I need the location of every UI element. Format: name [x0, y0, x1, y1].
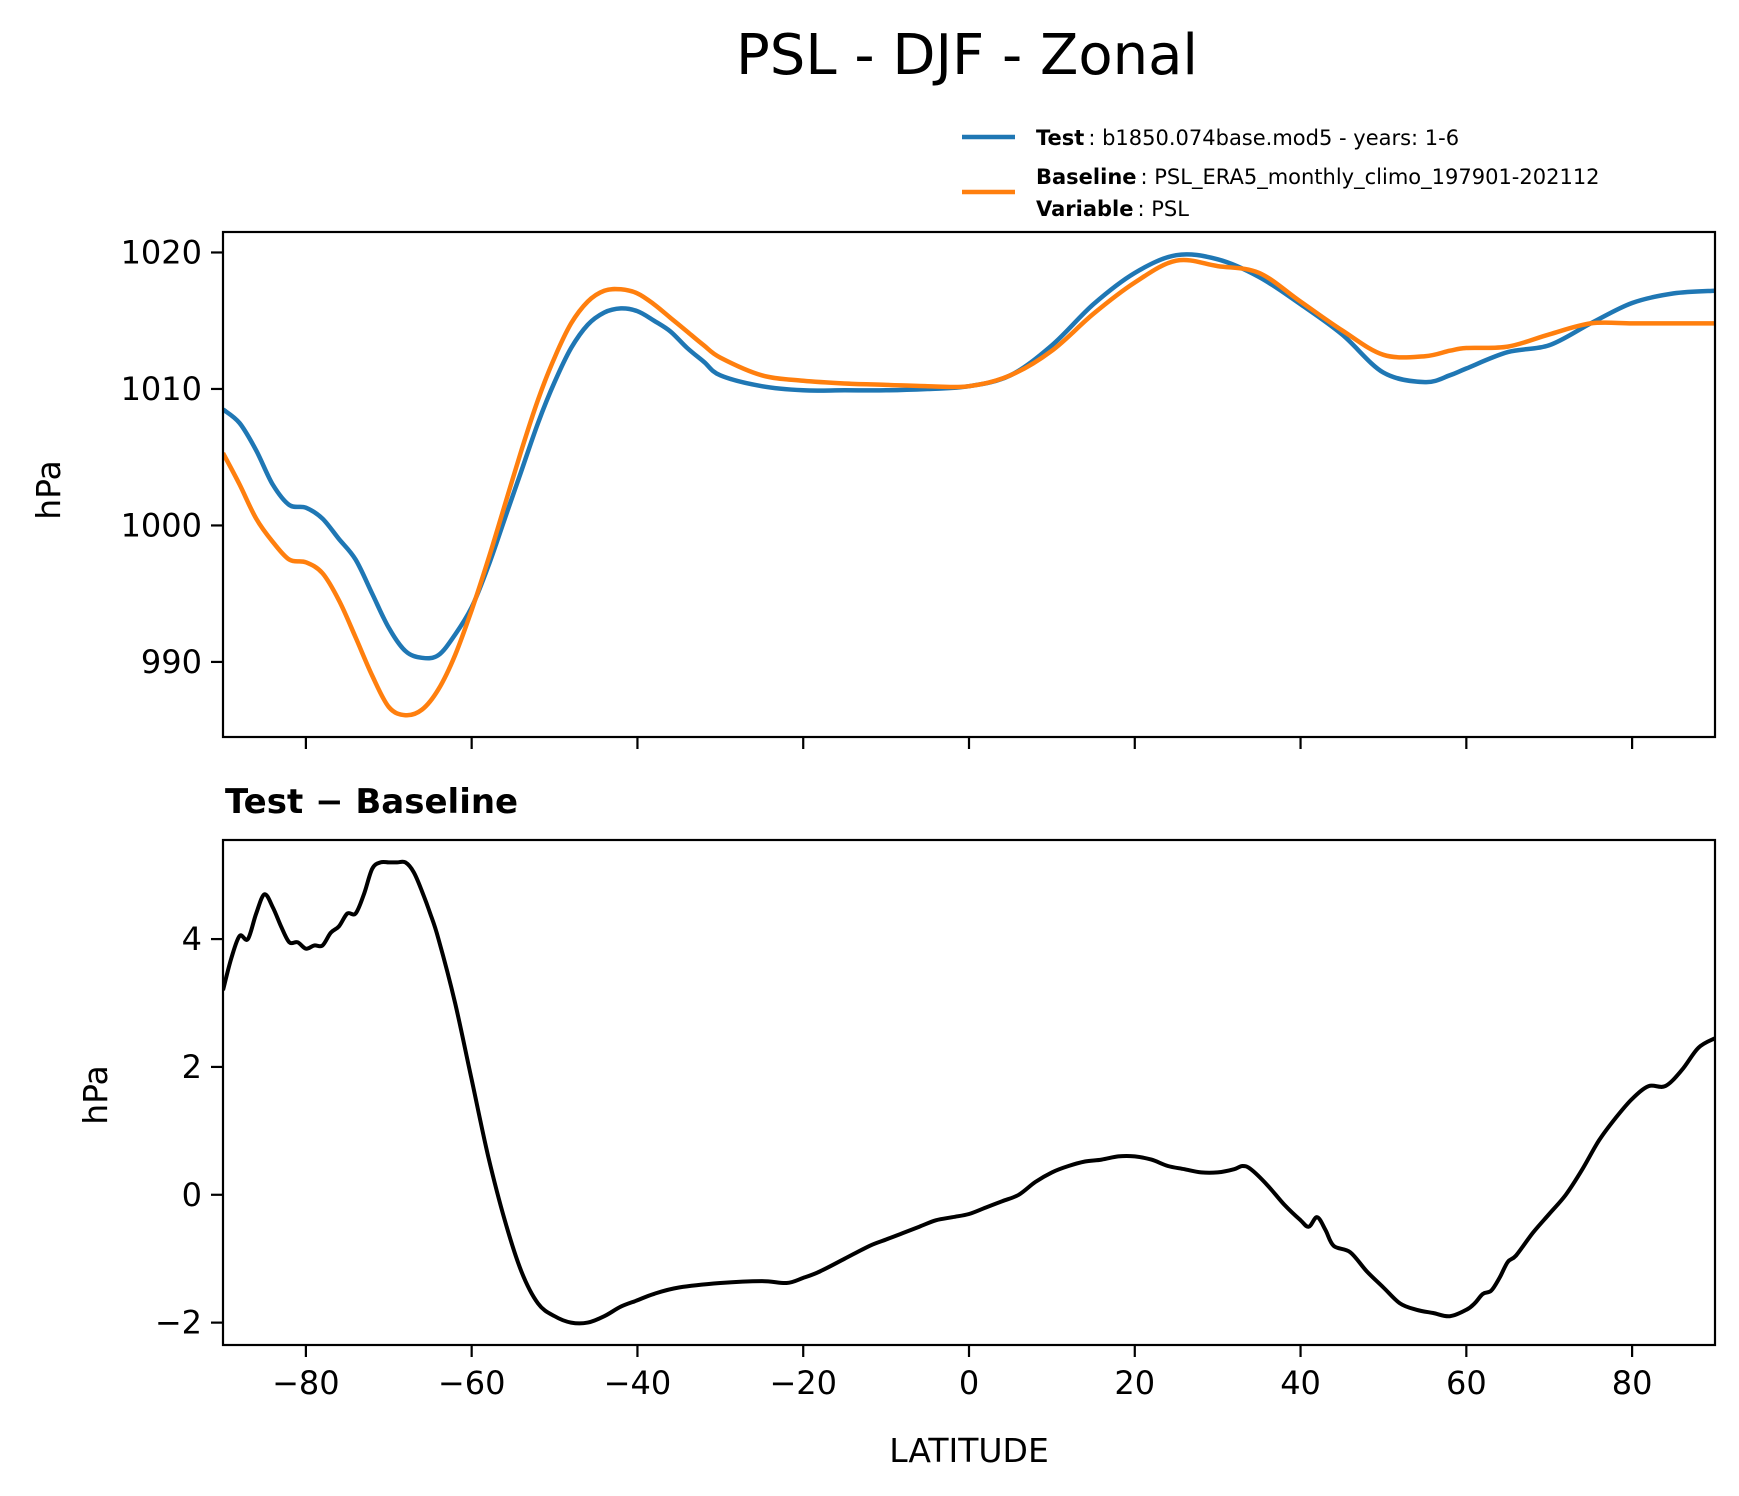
legend-key-baseline: Baseline — [1036, 165, 1137, 189]
top-series-layer — [223, 252, 1715, 718]
bottom-xtick-label: 60 — [1446, 1364, 1487, 1402]
bottom-xtick-label: 0 — [959, 1364, 979, 1402]
top-ytick-label: 1000 — [121, 506, 202, 544]
bottom-ytick-label: 2 — [182, 1048, 202, 1086]
plot-panel-bottom: Test − Baseline −80 −60 −40 −20 0 20 40 60 80−20… — [76, 782, 1717, 1470]
figure-title: PSL - DJF - Zonal — [736, 23, 1198, 88]
legend-label-baseline: Baseline: PSL_ERA5_monthly_climo_197901-… — [1036, 165, 1600, 190]
bottom-ylabel: hPa — [76, 1065, 115, 1125]
bottom-xtick-label: 80 — [1612, 1364, 1653, 1402]
legend: Test: b1850.074base.mod5 - years: 1-6 Ba… — [962, 126, 1600, 221]
legend-key-variable: Variable — [1036, 197, 1133, 221]
top-ytick-label: 990 — [141, 643, 202, 681]
legend-key-test: Test — [1036, 126, 1084, 150]
top-tick-layer: 990 1000 1010 1020 — [121, 233, 1634, 749]
bottom-subplot-title: Test − Baseline — [225, 782, 518, 822]
legend-label-variable: Variable: PSL — [1036, 197, 1189, 221]
legend-label-test: Test: b1850.074base.mod5 - years: 1-6 — [1036, 126, 1459, 150]
top-ytick-label: 1020 — [121, 233, 202, 271]
bottom-xtick-label: −60 — [438, 1364, 506, 1402]
bottom-xtick-label: −40 — [604, 1364, 672, 1402]
top-plot-frame — [221, 230, 1717, 739]
bottom-series-layer — [223, 859, 1715, 1326]
bottom-xtick-label: 40 — [1280, 1364, 1321, 1402]
top-ytick-label: 1010 — [121, 370, 202, 408]
bottom-ytick-label: 4 — [182, 920, 202, 958]
plot-panel-top: 990 1000 1010 1020 hPa — [29, 230, 1717, 749]
legend-value-baseline: : PSL_ERA5_monthly_climo_197901-202112 — [1141, 165, 1600, 190]
bottom-xtick-label: 20 — [1114, 1364, 1155, 1402]
bottom-plot-frame — [221, 838, 1717, 1347]
top-series-line-test — [223, 252, 1715, 661]
top-series-line-baseline — [223, 257, 1715, 718]
top-ylabel: hPa — [29, 460, 68, 520]
legend-value-test: : b1850.074base.mod5 - years: 1-6 — [1088, 126, 1459, 150]
bottom-series-line-test-baseline — [223, 859, 1715, 1326]
bottom-xtick-label: −80 — [272, 1364, 340, 1402]
legend-value-variable: : PSL — [1137, 197, 1189, 221]
bottom-ytick-label: 0 — [182, 1176, 202, 1214]
x-axis-label: LATITUDE — [889, 1431, 1049, 1470]
bottom-xtick-label: −20 — [769, 1364, 837, 1402]
bottom-ytick-label: −2 — [155, 1304, 202, 1342]
